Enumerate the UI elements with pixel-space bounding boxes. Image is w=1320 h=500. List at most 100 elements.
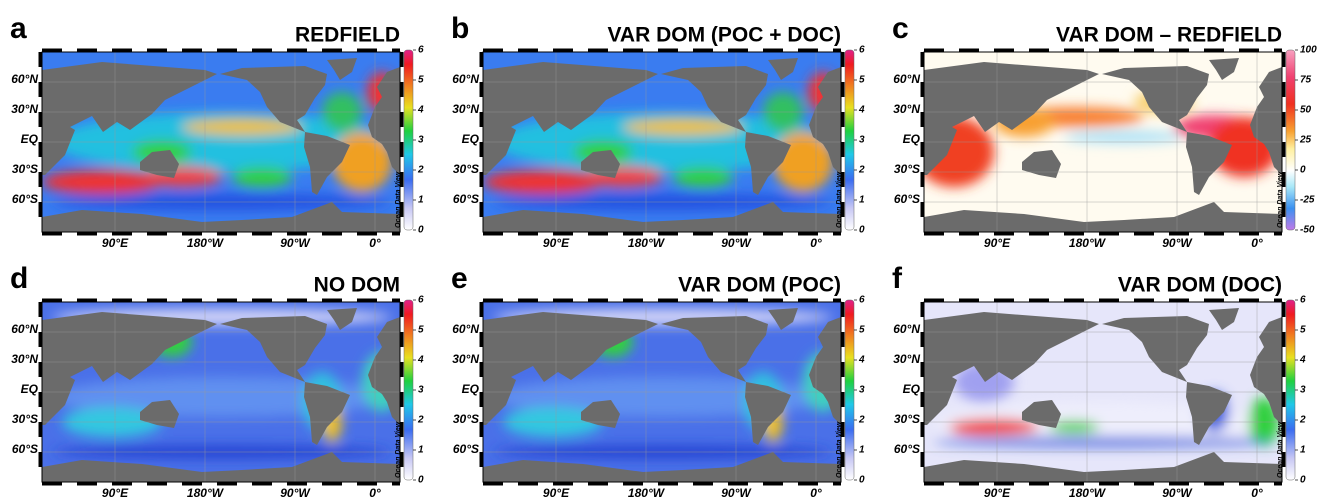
land xyxy=(581,400,620,428)
land xyxy=(768,308,798,330)
land xyxy=(661,316,768,382)
land xyxy=(368,317,400,425)
lat-label: EQ xyxy=(462,132,480,146)
colorbar xyxy=(1285,299,1296,481)
lon-label: 180°W xyxy=(628,486,666,500)
lon-label: 90°E xyxy=(543,236,570,250)
map-frame xyxy=(923,51,1283,233)
land xyxy=(809,67,841,175)
lat-label: 60°S xyxy=(12,442,38,456)
land xyxy=(661,66,768,132)
lon-label: 0° xyxy=(810,486,822,500)
panel-letter: d xyxy=(10,262,28,295)
lon-label: 90°W xyxy=(280,486,311,500)
land xyxy=(327,308,357,330)
panel-letter: f xyxy=(892,262,903,295)
colorbar-label: 5 xyxy=(418,325,424,336)
map xyxy=(38,48,404,236)
lat-label: 30°S xyxy=(453,412,479,426)
panel-title: REDFIELD xyxy=(295,24,400,47)
map-frame xyxy=(482,51,842,233)
map xyxy=(920,48,1286,236)
ocean-blob xyxy=(623,119,743,135)
lon-label: 90°W xyxy=(1162,486,1193,500)
map-frame xyxy=(41,51,401,233)
lat-label: 30°S xyxy=(894,412,920,426)
land xyxy=(581,150,620,178)
ocean-blob xyxy=(1049,421,1099,433)
lon-label: 90°W xyxy=(280,236,311,250)
lat-label: 30°N xyxy=(893,352,920,366)
lat-label: EQ xyxy=(903,132,921,146)
colorbar-label: 0 xyxy=(859,225,865,236)
panel-title: VAR DOM – REDFIELD xyxy=(1056,24,1282,47)
colorbar-label: 1 xyxy=(418,195,424,206)
ocean-blob xyxy=(232,167,292,187)
ocean-blob xyxy=(182,119,302,135)
panel: a REDFIELD 60°N 30°N EQ 30°S 60°S 90°E 180°W 90°W… xyxy=(10,12,424,250)
colorbar-label: 75 xyxy=(1300,75,1312,86)
land xyxy=(809,317,841,425)
land xyxy=(768,58,798,80)
colorbar xyxy=(403,299,414,481)
colorbar-label: 0 xyxy=(418,475,424,486)
lat-label: 60°N xyxy=(893,322,920,336)
colorbar-label: 25 xyxy=(1299,135,1312,146)
panel: b VAR DOM (POC + DOC) 60°N 30°N EQ 30°S 60°S 90… xyxy=(451,12,865,250)
land xyxy=(1102,316,1209,382)
land xyxy=(220,66,327,132)
map-frame xyxy=(41,301,401,483)
ocean-blob xyxy=(934,437,1274,447)
panel-letter: c xyxy=(892,12,909,45)
land xyxy=(483,312,658,425)
colorbar xyxy=(403,49,414,231)
colorbar-label: 6 xyxy=(1300,295,1306,306)
lat-label: 30°N xyxy=(452,352,479,366)
lat-label: 60°N xyxy=(452,322,479,336)
panel-letter: b xyxy=(451,12,469,45)
land xyxy=(483,62,658,175)
land xyxy=(140,150,179,178)
map-field xyxy=(924,52,1282,232)
lat-label: 30°N xyxy=(452,102,479,116)
lat-label: EQ xyxy=(462,382,480,396)
lat-label: 30°S xyxy=(12,162,38,176)
lat-label: 60°S xyxy=(453,442,479,456)
colorbar-label: 1 xyxy=(859,195,865,206)
lon-label: 180°W xyxy=(1069,236,1107,250)
land xyxy=(924,202,1282,232)
colorbar-label: 4 xyxy=(417,355,424,366)
colorbar-label: 4 xyxy=(858,355,865,366)
colorbar-label: 2 xyxy=(858,415,865,426)
lat-label: 30°N xyxy=(11,352,38,366)
panel-title: VAR DOM (POC + DOC) xyxy=(607,24,841,47)
land xyxy=(42,312,217,425)
watermark: Ocean Data View xyxy=(836,171,843,228)
lat-label: 60°S xyxy=(453,192,479,206)
land xyxy=(1022,400,1061,428)
colorbar-label: 5 xyxy=(1300,325,1306,336)
ocean-blob xyxy=(42,170,162,194)
map xyxy=(479,48,845,236)
lat-label: EQ xyxy=(21,382,39,396)
land xyxy=(1186,382,1232,445)
lat-label: EQ xyxy=(21,132,39,146)
lat-label: EQ xyxy=(903,382,921,396)
lon-label: 0° xyxy=(810,236,822,250)
lat-label: 30°S xyxy=(12,412,38,426)
colorbar-label: 6 xyxy=(859,45,865,56)
lon-label: 90°W xyxy=(721,486,752,500)
colorbar-label: 1 xyxy=(1300,445,1306,456)
map-field xyxy=(483,52,841,232)
land xyxy=(304,132,350,195)
land xyxy=(924,452,1282,482)
land xyxy=(745,382,791,445)
land xyxy=(304,382,350,445)
map-field xyxy=(42,52,400,232)
land xyxy=(483,202,841,232)
land xyxy=(368,67,400,175)
lat-label: 60°S xyxy=(894,192,920,206)
colorbar-label: 4 xyxy=(1299,355,1306,366)
colorbar-label: 3 xyxy=(1300,385,1306,396)
